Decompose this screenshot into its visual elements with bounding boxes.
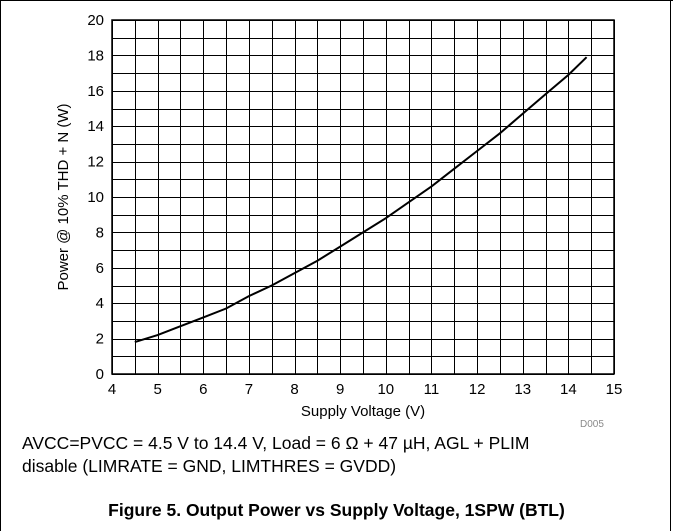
y-tick-label: 18 <box>87 47 104 64</box>
x-tick-label: 12 <box>469 381 486 398</box>
x-tick-label: 13 <box>514 381 531 398</box>
plot-border <box>111 19 615 375</box>
y-tick-label: 20 <box>87 12 104 29</box>
y-tick-label: 10 <box>87 189 104 206</box>
y-tick-label: 0 <box>96 366 104 383</box>
x-tick-label: 6 <box>199 381 207 398</box>
top-rule <box>0 0 673 1</box>
caption-line-2: disable (LIMRATE = GND, LIMTHRES = GVDD) <box>22 456 397 476</box>
caption: AVCC=PVCC = 4.5 V to 14.4 V, Load = 6 Ω … <box>22 432 662 478</box>
figure-title: Figure 5. Output Power vs Supply Voltage… <box>108 500 565 520</box>
x-tick-label: 8 <box>290 381 298 398</box>
y-tick-label: 2 <box>96 331 104 348</box>
y-tick-label: 12 <box>87 154 104 171</box>
figure-id: D005 <box>580 419 604 430</box>
x-tick-label: 10 <box>377 381 394 398</box>
y-tick-label: 6 <box>96 260 104 277</box>
y-axis-label: Power @ 10% THD + N (W) <box>55 103 72 290</box>
y-tick-label: 4 <box>96 295 104 312</box>
x-tick-label: 14 <box>560 381 577 398</box>
y-tick-label: 8 <box>96 224 104 241</box>
x-tick-label: 15 <box>606 381 623 398</box>
x-tick-label: 5 <box>153 381 161 398</box>
x-axis-label: Supply Voltage (V) <box>301 403 425 420</box>
y-tick-label: 16 <box>87 83 104 100</box>
caption-line-1: AVCC=PVCC = 4.5 V to 14.4 V, Load = 6 Ω … <box>22 433 530 453</box>
series-line <box>134 56 588 344</box>
x-tick-label: 11 <box>424 381 440 398</box>
x-tick-labels: 4 5 6 7 8 9 10 11 12 13 14 15 <box>108 381 623 398</box>
grid <box>112 20 615 375</box>
chart-plot: 4 5 6 7 8 9 10 11 12 13 14 15 0 2 4 6 8 10 12 14 16 18 20 Sup… <box>55 12 623 420</box>
x-tick-label: 7 <box>245 381 253 398</box>
x-tick-label: 9 <box>336 381 344 398</box>
y-tick-label: 14 <box>87 118 104 135</box>
x-tick-label: 4 <box>108 381 116 398</box>
y-tick-labels: 0 2 4 6 8 10 12 14 16 18 20 <box>87 12 104 383</box>
